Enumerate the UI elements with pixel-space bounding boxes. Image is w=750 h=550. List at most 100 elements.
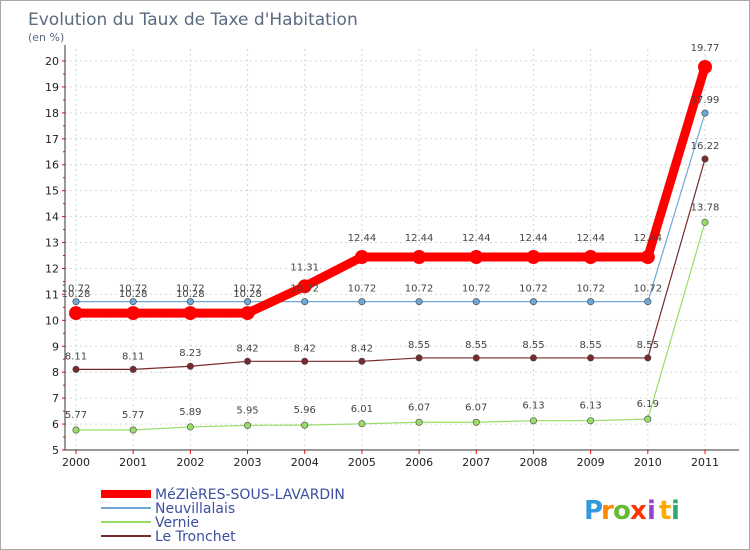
data-label: 6.13 [522, 401, 544, 412]
data-point [354, 250, 369, 265]
y-tick-label: 15 [45, 185, 59, 198]
data-point [472, 354, 480, 362]
legend-label: Le Tronchet [155, 529, 236, 545]
data-point [412, 250, 427, 265]
grid [65, 49, 739, 450]
data-label: 8.55 [465, 340, 487, 351]
data-label: 10.72 [633, 284, 662, 295]
y-tick-label: 11 [45, 288, 59, 301]
x-tick-label: 2002 [176, 456, 204, 469]
data-label: 10.28 [62, 289, 91, 300]
x-tick-label: 2007 [462, 456, 490, 469]
y-tick-label: 16 [45, 159, 59, 172]
data-point [358, 420, 366, 428]
y-tick-label: 20 [45, 55, 59, 68]
axes: 5 6 7 8 9 10 11 12 13 14 15 16 17 18 19 20 2000 2001 2002 2… [45, 45, 739, 469]
data-point [301, 421, 309, 429]
data-label: 8.42 [351, 343, 373, 354]
data-point [129, 426, 137, 434]
logo-letter: o [613, 496, 631, 526]
logo-letter: r [601, 496, 614, 526]
data-point [186, 423, 194, 431]
data-point [701, 109, 709, 117]
legend: MéZIèRES-SOUS-LAVARDINNeuvillalaisVernie… [101, 487, 345, 545]
data-point [358, 298, 366, 306]
data-label: 12.44 [519, 233, 548, 244]
data-point [698, 59, 712, 74]
x-tick-label: 2000 [62, 456, 90, 469]
data-label: 12.44 [633, 233, 662, 244]
data-label: 6.07 [408, 402, 430, 413]
x-tick-label: 2011 [691, 456, 719, 469]
data-label: 11.31 [290, 262, 319, 273]
data-label: 12.44 [405, 233, 434, 244]
y-tick-label: 13 [45, 237, 59, 250]
data-label: 8.55 [637, 340, 659, 351]
y-tick-label: 12 [45, 262, 59, 275]
data-label: 10.28 [233, 289, 262, 300]
data-label: 8.11 [65, 351, 87, 362]
data-label: 19.77 [691, 43, 720, 54]
data-label: 6.13 [580, 401, 602, 412]
data-label: 6.19 [637, 399, 659, 410]
x-tick-label: 2009 [577, 456, 605, 469]
data-point [301, 357, 309, 365]
data-point [72, 365, 80, 373]
data-label: 10.72 [176, 284, 205, 295]
data-label: 5.96 [294, 405, 316, 416]
data-label: 8.23 [179, 348, 201, 359]
data-label: 12.44 [348, 233, 377, 244]
data-label: 5.89 [179, 407, 201, 418]
data-label: 5.77 [122, 410, 144, 421]
y-tick-label: 5 [52, 444, 59, 457]
x-tick-label: 2006 [405, 456, 433, 469]
data-point [529, 298, 537, 306]
data-point [129, 298, 137, 306]
data-point [415, 418, 423, 426]
data-point [472, 418, 480, 426]
legend-label: MéZIèRES-SOUS-LAVARDIN [155, 487, 345, 503]
y-tick-label: 6 [52, 418, 59, 431]
data-label: 10.72 [62, 284, 91, 295]
x-tick-label: 2008 [519, 456, 547, 469]
data-label: 10.72 [405, 284, 434, 295]
data-label: 16.22 [691, 141, 720, 152]
data-point [587, 417, 595, 425]
series-line-1 [75, 112, 706, 303]
y-tick-label: 18 [45, 107, 59, 120]
data-label: 6.01 [351, 404, 373, 415]
data-point [644, 354, 652, 362]
data-point [301, 298, 309, 306]
x-tick-label: 2005 [348, 456, 376, 469]
data-label: 8.42 [294, 343, 316, 354]
y-tick-label: 14 [45, 211, 59, 224]
data-point [587, 298, 595, 306]
data-point [529, 417, 537, 425]
data-point [244, 298, 252, 306]
data-point [583, 250, 598, 265]
data-label: 8.11 [122, 351, 144, 362]
data-point [183, 306, 198, 321]
data-point [358, 357, 366, 365]
data-label: 12.44 [462, 233, 491, 244]
data-point [701, 218, 709, 226]
data-label: 10.28 [176, 289, 205, 300]
proxiti-logo: Pr o x i t i [584, 496, 680, 526]
data-labels: 10.28 10.28 10.28 10.28 11.31 12.44 12.44 12.44… [62, 43, 720, 421]
data-point [587, 354, 595, 362]
data-point [701, 155, 709, 163]
data-label: 10.72 [348, 284, 377, 295]
y-tick-label: 10 [45, 314, 59, 327]
y-tick-label: 17 [45, 133, 59, 146]
data-label: 5.77 [65, 410, 87, 421]
data-label: 10.72 [233, 284, 262, 295]
data-point [69, 306, 83, 321]
logo-letter: i [647, 496, 656, 526]
data-point [415, 354, 423, 362]
y-tick-label: 8 [52, 366, 59, 379]
x-tick-label: 2001 [119, 456, 147, 469]
data-label: 10.72 [290, 284, 319, 295]
data-point [72, 426, 80, 434]
